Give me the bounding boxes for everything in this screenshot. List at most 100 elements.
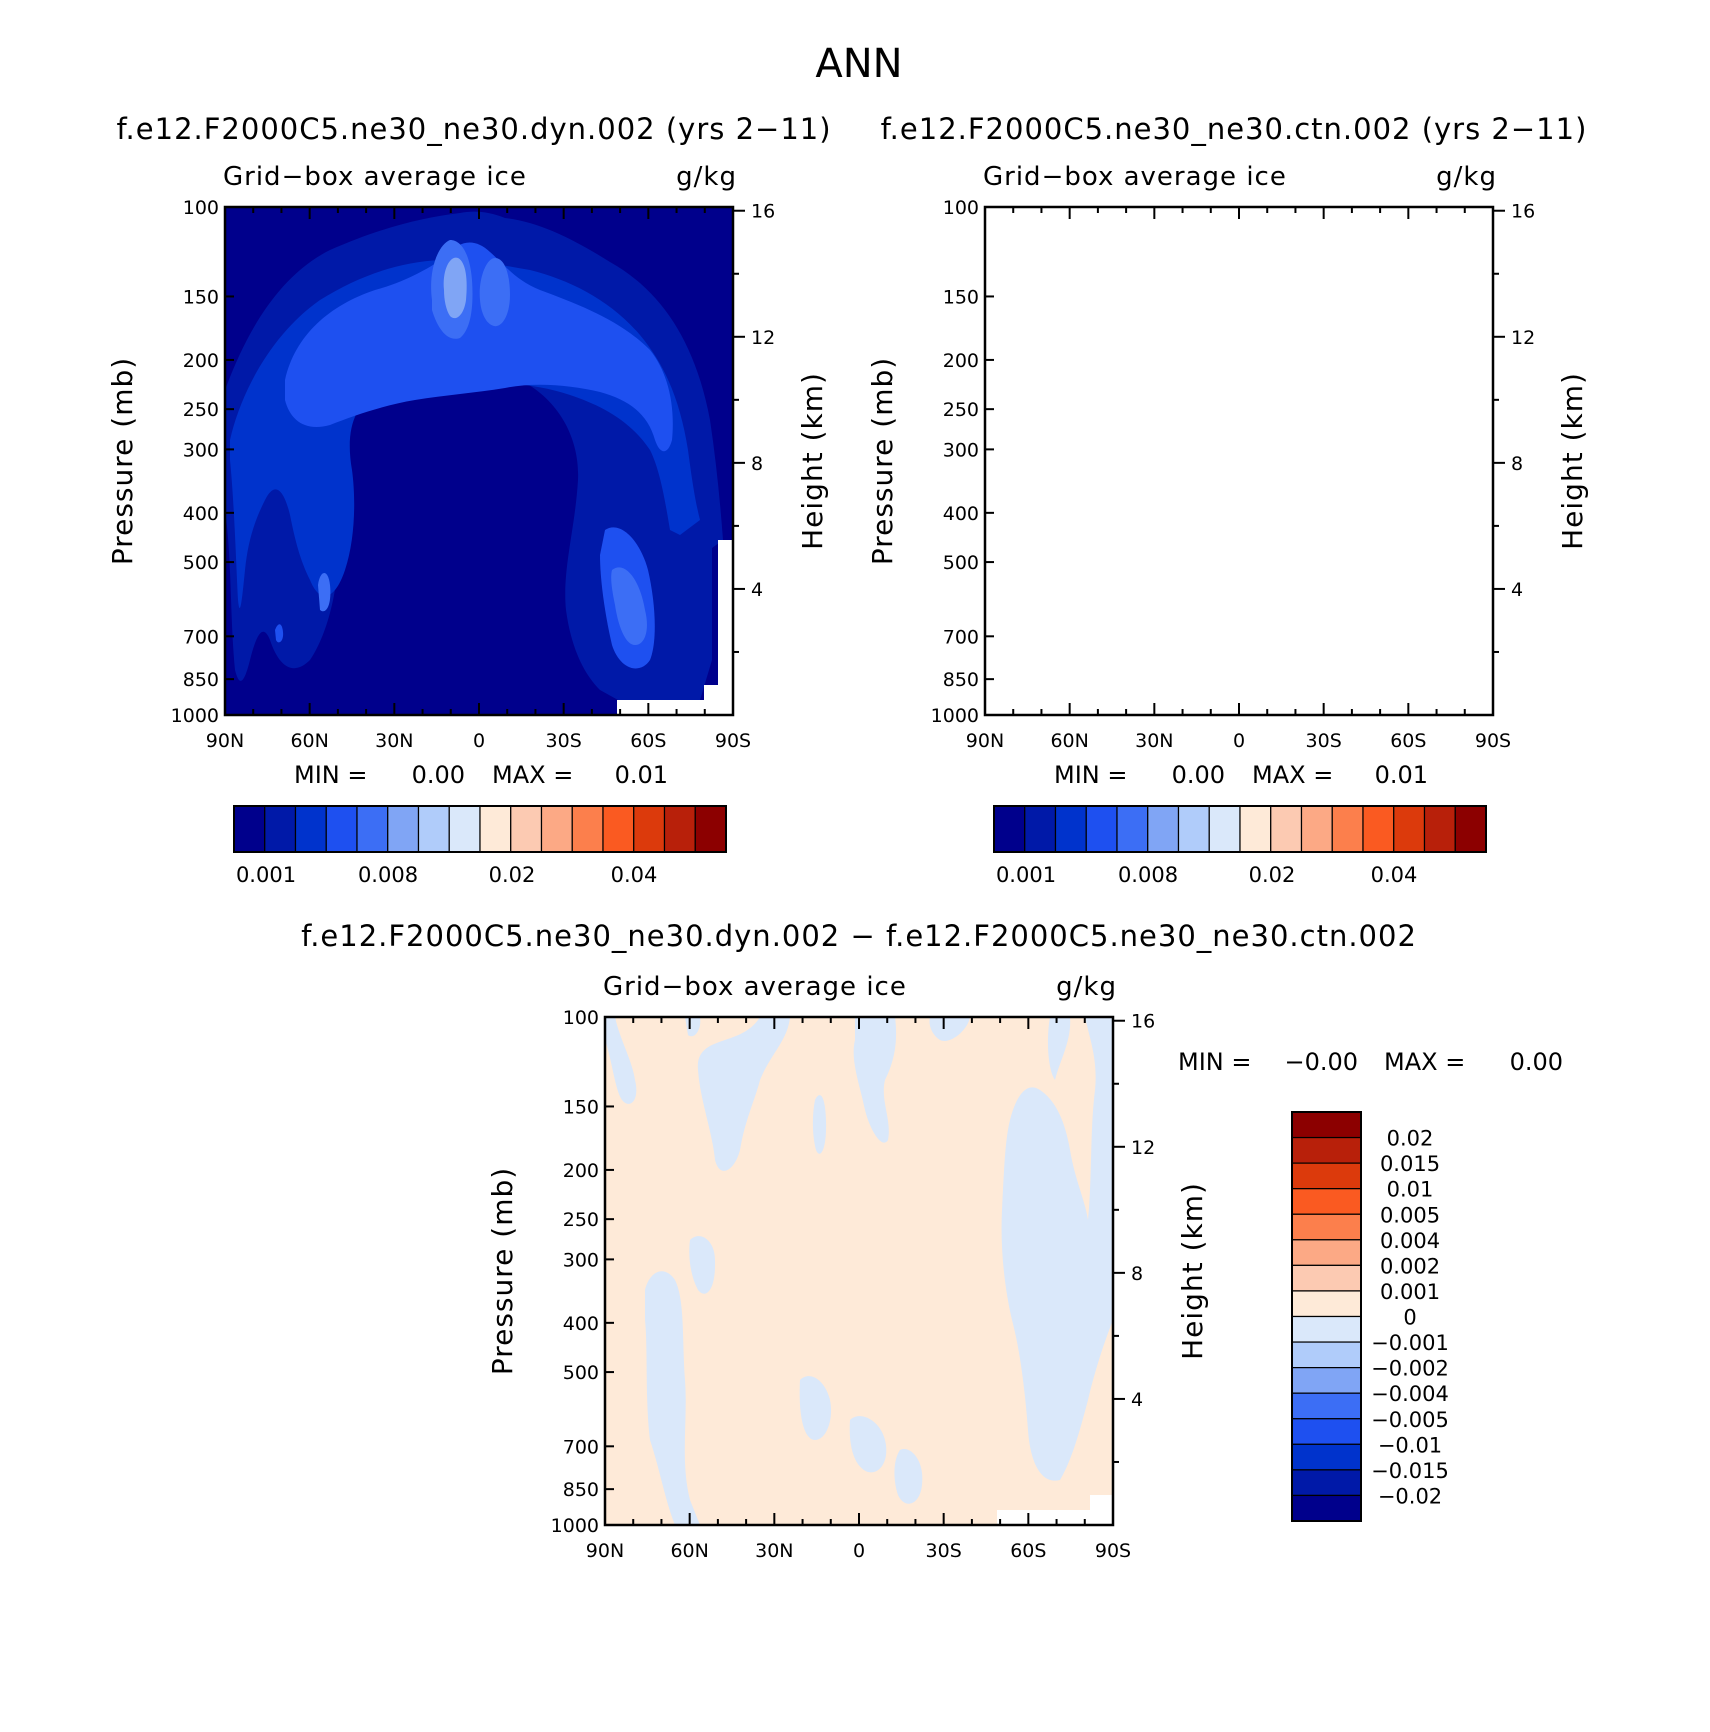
missing-data [1478, 540, 1493, 685]
min-value: 0.00 [412, 761, 465, 789]
missing-data [1377, 700, 1493, 715]
colorbar-box [1291, 1494, 1362, 1522]
units-label: g/kg [1056, 972, 1117, 1002]
pressure-tick-label: 850 [563, 1479, 599, 1501]
pressure-tick-label: 200 [943, 350, 979, 372]
panel-title: f.e12.F2000C5.ne30_ne30.ctn.002 (yrs 2−1… [881, 112, 1588, 146]
pressure-tick-label: 250 [943, 399, 979, 421]
colorbar-box [1291, 1443, 1362, 1471]
level-negative-small [605, 1017, 637, 1104]
lat-tick-label: 60S [1010, 1540, 1046, 1562]
y-axis-label: Pressure (mb) [106, 357, 139, 565]
level-negative-small [1001, 1017, 1113, 1481]
lat-tick-label: 90N [206, 730, 244, 752]
colorbar-box [1291, 1213, 1362, 1241]
variable-label: Grid−box average ice [223, 162, 527, 192]
colorbar-label: 0.001 [1380, 1280, 1440, 1304]
colorbar-label: 0.008 [358, 863, 418, 887]
y2-axis-label: Height (km) [1176, 1182, 1209, 1360]
pressure-tick-label: 250 [183, 399, 219, 421]
colorbar-vertical: 0.020.0150.010.0050.0040.0020.0010−0.001… [1291, 1111, 1449, 1522]
variable-label: Grid−box average ice [983, 162, 1287, 192]
missing-data [617, 700, 733, 715]
colorbar-frame [233, 805, 727, 853]
pressure-tick-label: 1000 [171, 705, 219, 727]
colorbar-label: −0.015 [1371, 1459, 1449, 1483]
colorbar-box [417, 805, 450, 853]
colorbar-box [602, 805, 635, 853]
pressure-tick-label: 250 [563, 1209, 599, 1231]
pressure-tick-label: 850 [183, 669, 219, 691]
height-tick-label: 8 [1131, 1263, 1143, 1285]
colorbar: 0.001 0.008 0.02 0.04 [233, 805, 727, 887]
contour-field [225, 207, 733, 715]
lat-tick-label: 30S [546, 730, 582, 752]
colorbar-label: 0.04 [1371, 863, 1418, 887]
y2-axis-label: Height (km) [796, 372, 829, 550]
colorbar-box [387, 805, 420, 853]
level-negative-small [812, 1095, 827, 1154]
contour-level-8 [443, 257, 467, 319]
colorbar-box [1291, 1341, 1362, 1369]
colorbar-label: 0 [1403, 1306, 1416, 1330]
height-tick-label: 12 [1131, 1137, 1155, 1159]
colorbar-label: −0.02 [1378, 1484, 1442, 1508]
colorbar-label: 0.002 [1380, 1254, 1440, 1278]
lat-tick-label: 60N [290, 730, 328, 752]
pressure-tick-label: 1000 [551, 1515, 599, 1537]
colorbar-box [264, 805, 297, 853]
lat-tick-label: 0 [473, 730, 485, 752]
level-negative-small [697, 1017, 790, 1171]
colorbar-label: 0.01 [1387, 1178, 1434, 1202]
contour-level-5 [1373, 573, 1401, 637]
contour-field [605, 1017, 1113, 1525]
contour-level-3 [1045, 243, 1433, 452]
colorbar-label: 0.015 [1380, 1152, 1440, 1176]
colorbar-box [1054, 805, 1087, 853]
height-tick-label: 8 [751, 453, 763, 475]
contour-level-9 [318, 572, 331, 612]
pressure-tick-label: 500 [183, 552, 219, 574]
max-value: 0.01 [615, 761, 668, 789]
colorbar-box [1208, 805, 1241, 853]
pressure-tick-label: 700 [943, 626, 979, 648]
pressure-tick-label: 300 [943, 439, 979, 461]
colorbar-box [633, 805, 666, 853]
height-tick-label: 4 [1131, 1389, 1143, 1411]
pressure-tick-label: 400 [183, 503, 219, 525]
colorbar-label: 0.02 [1249, 863, 1296, 887]
level-negative-small [929, 1017, 970, 1041]
lat-tick-label: 60N [670, 1540, 708, 1562]
min-label: MIN = [1178, 1048, 1251, 1076]
panel-right: f.e12.F2000C5.ne30_ne30.ctn.002 (yrs 2−1… [866, 112, 1589, 887]
min-value: 0.00 [1172, 761, 1225, 789]
lat-tick-label: 90S [715, 730, 751, 752]
colorbar-label: 0.008 [1118, 863, 1178, 887]
level-negative-small [853, 1017, 897, 1143]
colorbar-label: 0.04 [611, 863, 658, 887]
colorbar-box [1085, 805, 1118, 853]
colorbar-box [294, 805, 327, 853]
colorbar-box [1291, 1290, 1362, 1318]
contour-level-2 [990, 260, 1460, 608]
height-tick-label: 12 [1511, 327, 1535, 349]
plot-frame [983, 205, 1495, 717]
height-tick-label: 8 [1511, 453, 1523, 475]
pressure-tick-label: 850 [943, 669, 979, 691]
colorbar-box [1291, 1136, 1362, 1164]
colorbar-box [1291, 1188, 1362, 1215]
pressure-tick-label: 200 [563, 1160, 599, 1182]
lat-tick-label: 30N [1135, 730, 1173, 752]
colorbar-box [1291, 1469, 1362, 1497]
height-axis: 16 12 8 4 [733, 201, 775, 653]
colorbar-label: 0.02 [489, 863, 536, 887]
min-label: MIN = [1054, 761, 1127, 789]
contour-level-5 [611, 567, 647, 645]
level-negative-small [894, 1449, 923, 1504]
max-label: MAX = [1252, 761, 1333, 789]
colorbar-label: −0.004 [1371, 1382, 1449, 1406]
height-axis: 16 12 8 4 [1493, 201, 1535, 653]
colorbar-box [1291, 1239, 1362, 1266]
colorbar-box [663, 805, 696, 853]
pressure-tick-label: 300 [183, 439, 219, 461]
